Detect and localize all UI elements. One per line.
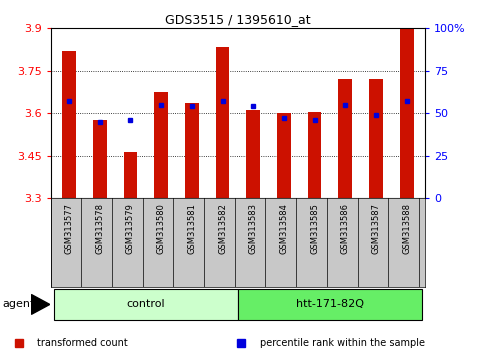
Text: control: control (127, 299, 165, 309)
Text: GSM313582: GSM313582 (218, 202, 227, 253)
Bar (277, 113, 291, 198)
Text: percentile rank within the sample: percentile rank within the sample (260, 338, 425, 348)
Bar (154, 92, 168, 198)
Text: GSM313578: GSM313578 (95, 202, 104, 254)
Text: GSM313579: GSM313579 (126, 202, 135, 253)
Title: GDS3515 / 1395610_at: GDS3515 / 1395610_at (165, 13, 311, 26)
Bar (246, 110, 260, 198)
Bar (62, 51, 76, 198)
Bar (369, 79, 383, 198)
Bar (400, 28, 413, 198)
Text: GSM313587: GSM313587 (371, 202, 381, 254)
Polygon shape (31, 295, 50, 314)
Bar (308, 113, 322, 198)
Text: GSM313584: GSM313584 (279, 202, 288, 253)
Bar (93, 120, 107, 198)
Text: agent: agent (2, 299, 35, 309)
Text: GSM313577: GSM313577 (65, 202, 73, 254)
Text: GSM313580: GSM313580 (156, 202, 166, 253)
Text: GSM313586: GSM313586 (341, 202, 350, 254)
Text: transformed count: transformed count (38, 338, 128, 348)
Bar (185, 103, 199, 198)
Bar (215, 47, 229, 198)
Text: htt-171-82Q: htt-171-82Q (296, 299, 364, 309)
Text: GSM313585: GSM313585 (310, 202, 319, 253)
Text: GSM313583: GSM313583 (249, 202, 258, 254)
Text: GSM313588: GSM313588 (402, 202, 411, 254)
Text: GSM313581: GSM313581 (187, 202, 197, 253)
Bar (54, 289, 238, 320)
Bar (124, 152, 137, 198)
Bar (339, 79, 352, 198)
Bar (238, 289, 422, 320)
